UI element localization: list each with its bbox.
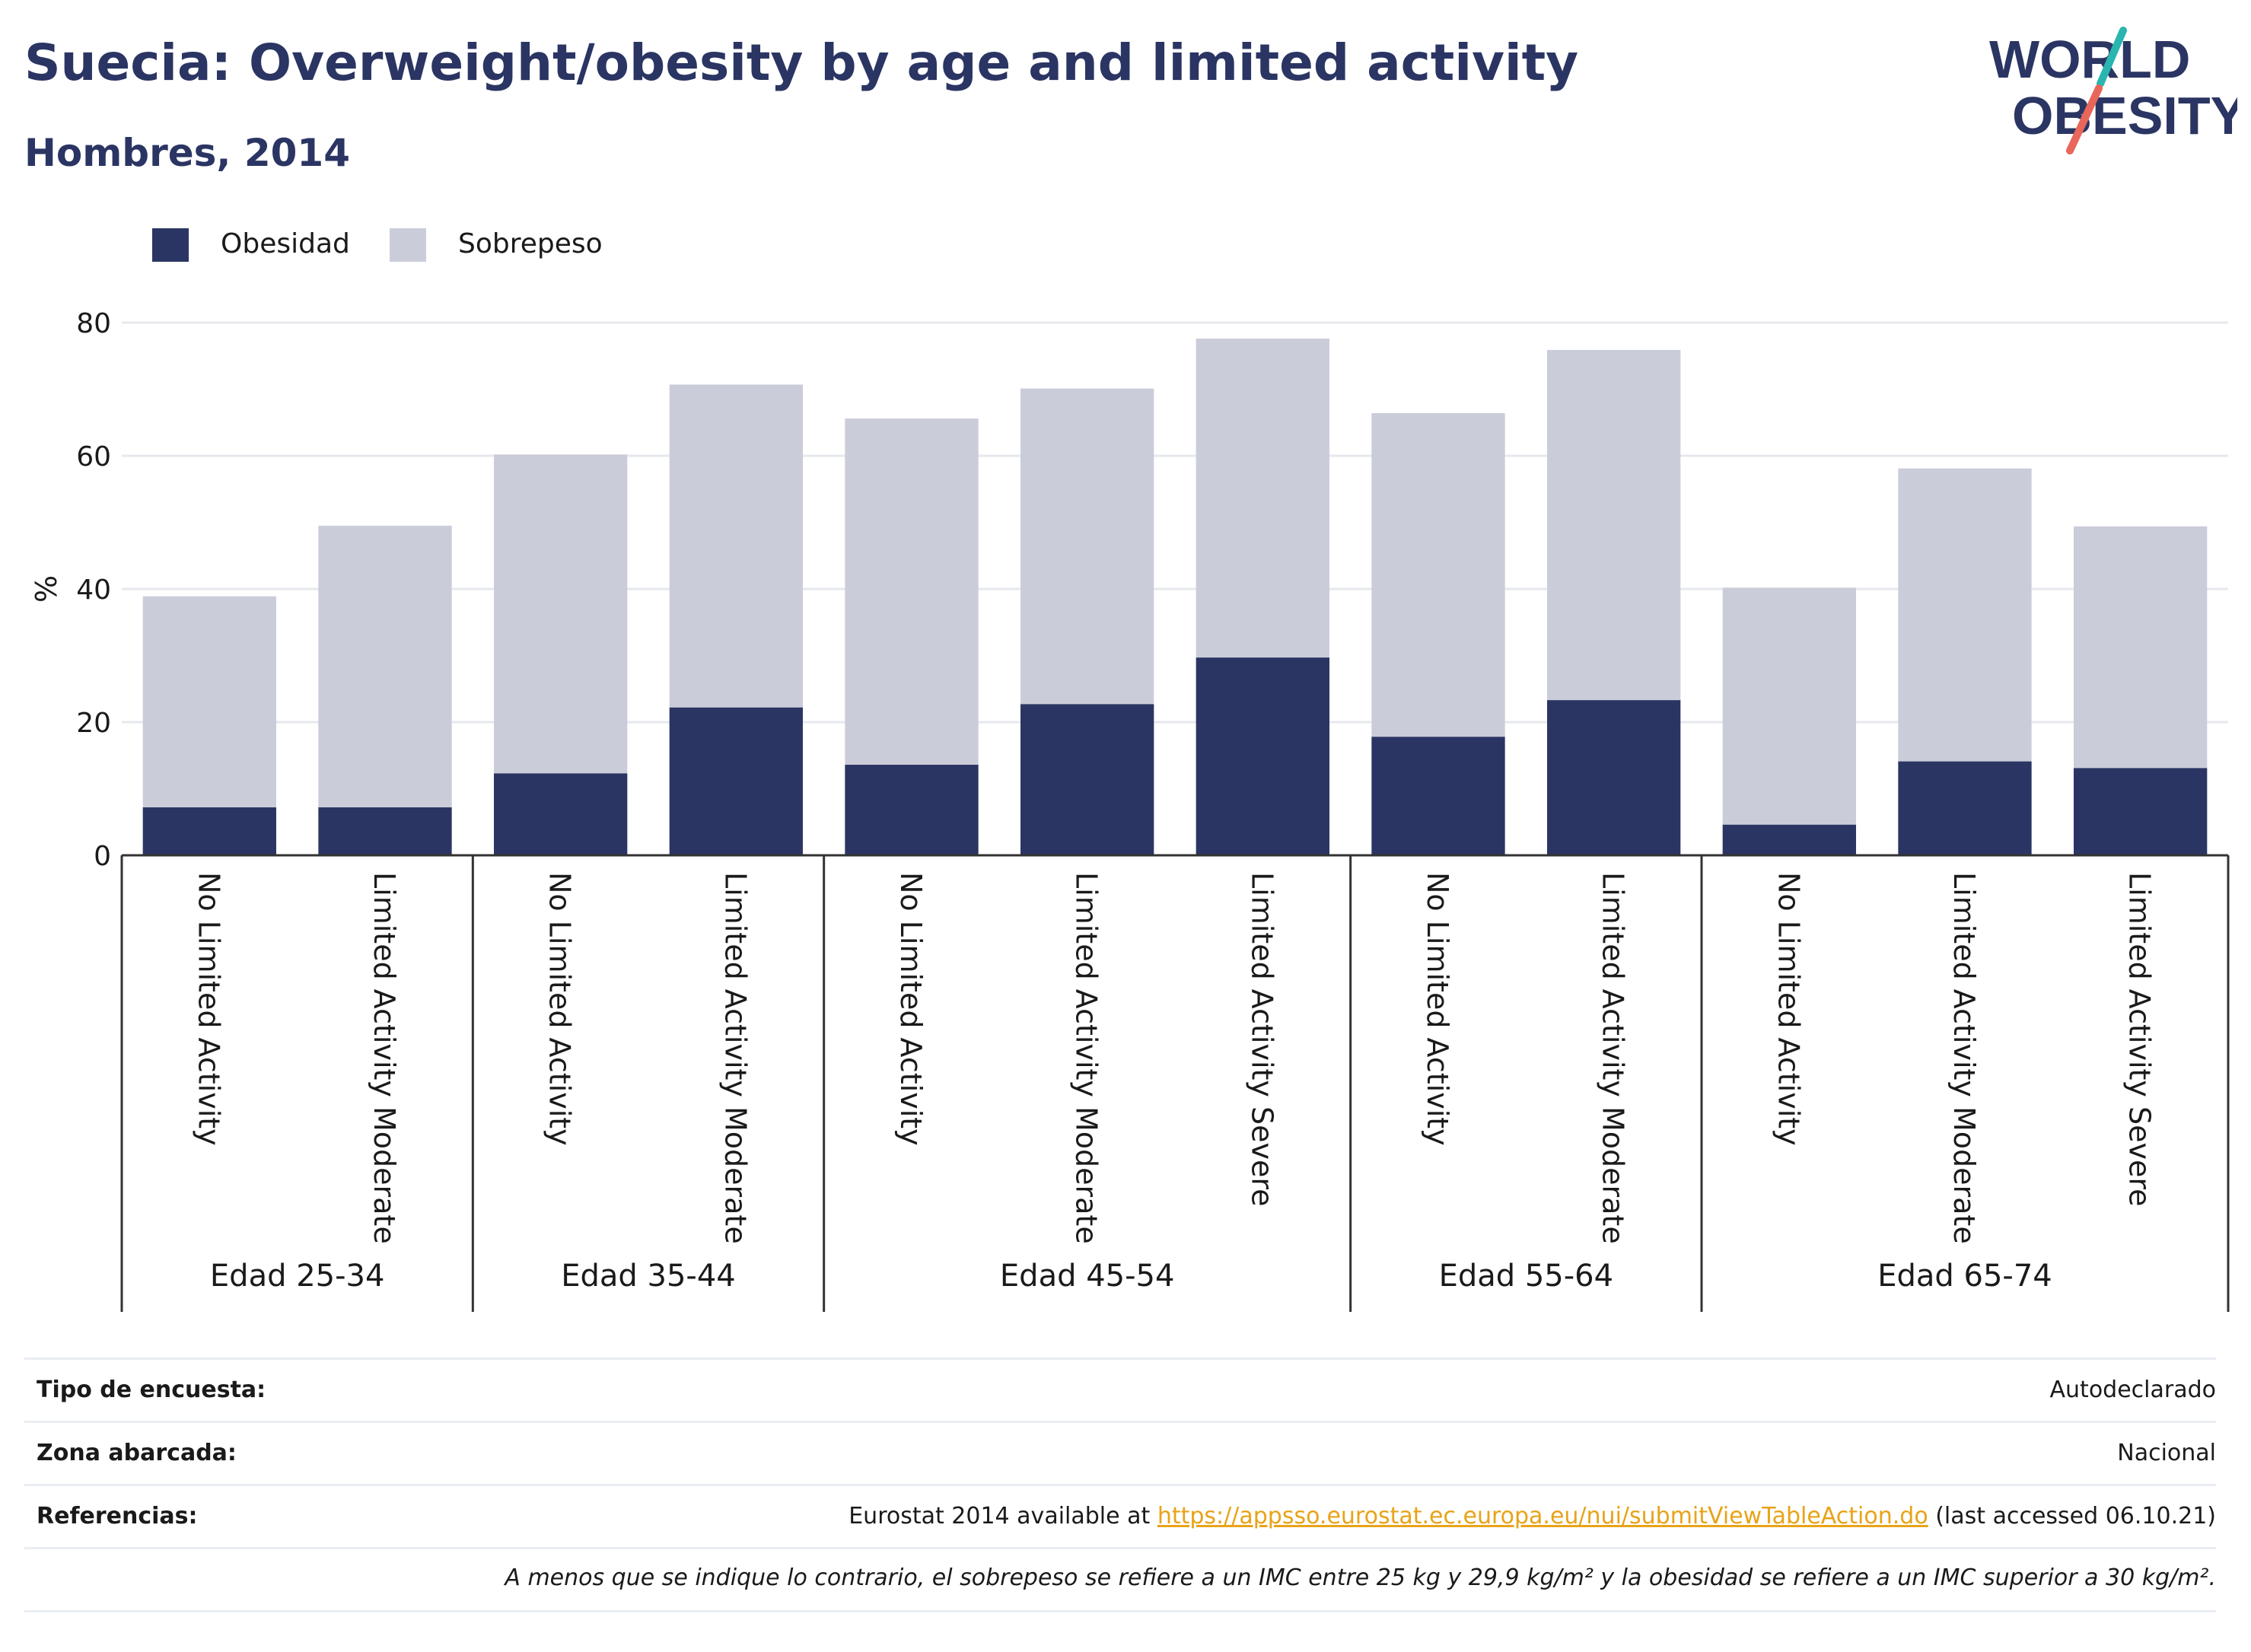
bar-obesidad <box>494 773 628 855</box>
legend-label-sobrepeso: Sobrepeso <box>458 228 603 259</box>
bar-sobrepeso <box>142 596 276 807</box>
info-row-coverage: Zona abarcada: Nacional <box>24 1421 2216 1484</box>
x-category-label: No Limited Activity <box>894 872 928 1146</box>
group-label: Edad 45-54 <box>1000 1259 1175 1294</box>
bar-obesidad <box>1371 737 1505 855</box>
logo-slash-teal <box>2097 27 2127 88</box>
group-label: Edad 65-74 <box>1877 1259 2052 1294</box>
legend-swatch-sobrepeso <box>390 228 426 262</box>
bar-obesidad <box>142 807 276 855</box>
x-category-label: Limited Activity Moderate <box>718 872 752 1244</box>
bar-sobrepeso <box>1722 587 1856 825</box>
info-row-note: A menos que se indique lo contrario, el … <box>24 1547 2216 1610</box>
bar-obesidad <box>318 807 452 855</box>
bar-sobrepeso <box>318 525 452 807</box>
chart-subtitle: Hombres, 2014 <box>24 131 350 175</box>
bar-sobrepeso <box>494 454 628 774</box>
bar-obesidad <box>1196 657 1329 855</box>
y-tick-label: 80 <box>76 308 111 339</box>
info-value-coverage: Nacional <box>2117 1440 2216 1466</box>
x-category-label: No Limited Activity <box>192 872 225 1146</box>
info-key-references: Referencias: <box>37 1503 198 1529</box>
info-value-survey-type: Autodeclarado <box>2049 1377 2216 1403</box>
info-table: Tipo de encuesta: Autodeclarado Zona aba… <box>24 1358 2216 1612</box>
info-key-coverage: Zona abarcada: <box>37 1440 237 1466</box>
x-category-label: Limited Activity Moderate <box>1070 872 1103 1244</box>
bar-obesidad <box>845 765 979 855</box>
y-tick-label: 0 <box>94 841 111 872</box>
bar-sobrepeso <box>1196 339 1329 658</box>
world-obesity-logo: WORLD OBESITY <box>1989 27 2237 154</box>
bar-sobrepeso <box>1020 388 1154 705</box>
definition-note: A menos que se indique lo contrario, el … <box>505 1564 2216 1591</box>
y-axis-label: % <box>30 575 63 603</box>
x-category-label: Limited Activity Severe <box>2123 872 2157 1207</box>
legend-label-obesidad: Obesidad <box>221 228 350 259</box>
info-value-references: Eurostat 2014 available at https://appss… <box>849 1503 2216 1529</box>
group-label: Edad 55-64 <box>1439 1259 1614 1294</box>
x-category-label: No Limited Activity <box>1772 872 1805 1146</box>
bar-obesidad <box>1547 700 1681 855</box>
logo-word-obesity: OBESITY <box>2012 86 2237 145</box>
bar-sobrepeso <box>1898 468 2032 762</box>
x-category-label: Limited Activity Moderate <box>1597 872 1630 1244</box>
logo-word-world: WORLD <box>1989 30 2190 89</box>
x-category-label: No Limited Activity <box>543 872 577 1146</box>
y-tick-label: 60 <box>76 441 111 473</box>
bar-obesidad <box>1898 761 2032 855</box>
chart-title: Suecia: Overweight/obesity by age and li… <box>24 33 1579 92</box>
bar-sobrepeso <box>1547 349 1681 701</box>
bar-obesidad <box>1020 704 1154 855</box>
bar-sobrepeso <box>845 419 979 765</box>
info-row-references: Referencias: Eurostat 2014 available at … <box>24 1484 2216 1547</box>
bar-sobrepeso <box>2074 526 2208 769</box>
x-category-label: Limited Activity Moderate <box>1947 872 1981 1244</box>
logo-slash-coral <box>2066 84 2103 154</box>
bar-obesidad <box>1722 824 1856 855</box>
info-table-bottom-border <box>24 1610 2216 1612</box>
bar-chart: 0 20 40 60 80% No Limited Activity Limited Act… <box>30 308 2230 1312</box>
bar-sobrepeso <box>1371 413 1505 737</box>
info-row-survey-type: Tipo de encuesta: Autodeclarado <box>24 1358 2216 1421</box>
x-category-label: Limited Activity Severe <box>1245 872 1278 1207</box>
bar-obesidad <box>669 707 803 855</box>
bar-obesidad <box>2074 768 2208 855</box>
bar-sobrepeso <box>669 384 803 708</box>
x-category-label: Limited Activity Moderate <box>368 872 401 1244</box>
reference-text-post: (last accessed 06.10.21) <box>1928 1503 2216 1529</box>
legend-swatch-obesidad <box>152 228 189 262</box>
y-tick-label: 20 <box>76 708 111 739</box>
reference-text-pre: Eurostat 2014 available at <box>849 1503 1157 1529</box>
reference-link[interactable]: https://appsso.eurostat.ec.europa.eu/nui… <box>1157 1503 1928 1529</box>
group-label: Edad 25-34 <box>210 1259 385 1294</box>
group-label: Edad 35-44 <box>561 1259 736 1294</box>
info-key-survey-type: Tipo de encuesta: <box>37 1377 266 1403</box>
x-category-label: No Limited Activity <box>1421 872 1454 1146</box>
y-tick-label: 40 <box>76 575 111 606</box>
